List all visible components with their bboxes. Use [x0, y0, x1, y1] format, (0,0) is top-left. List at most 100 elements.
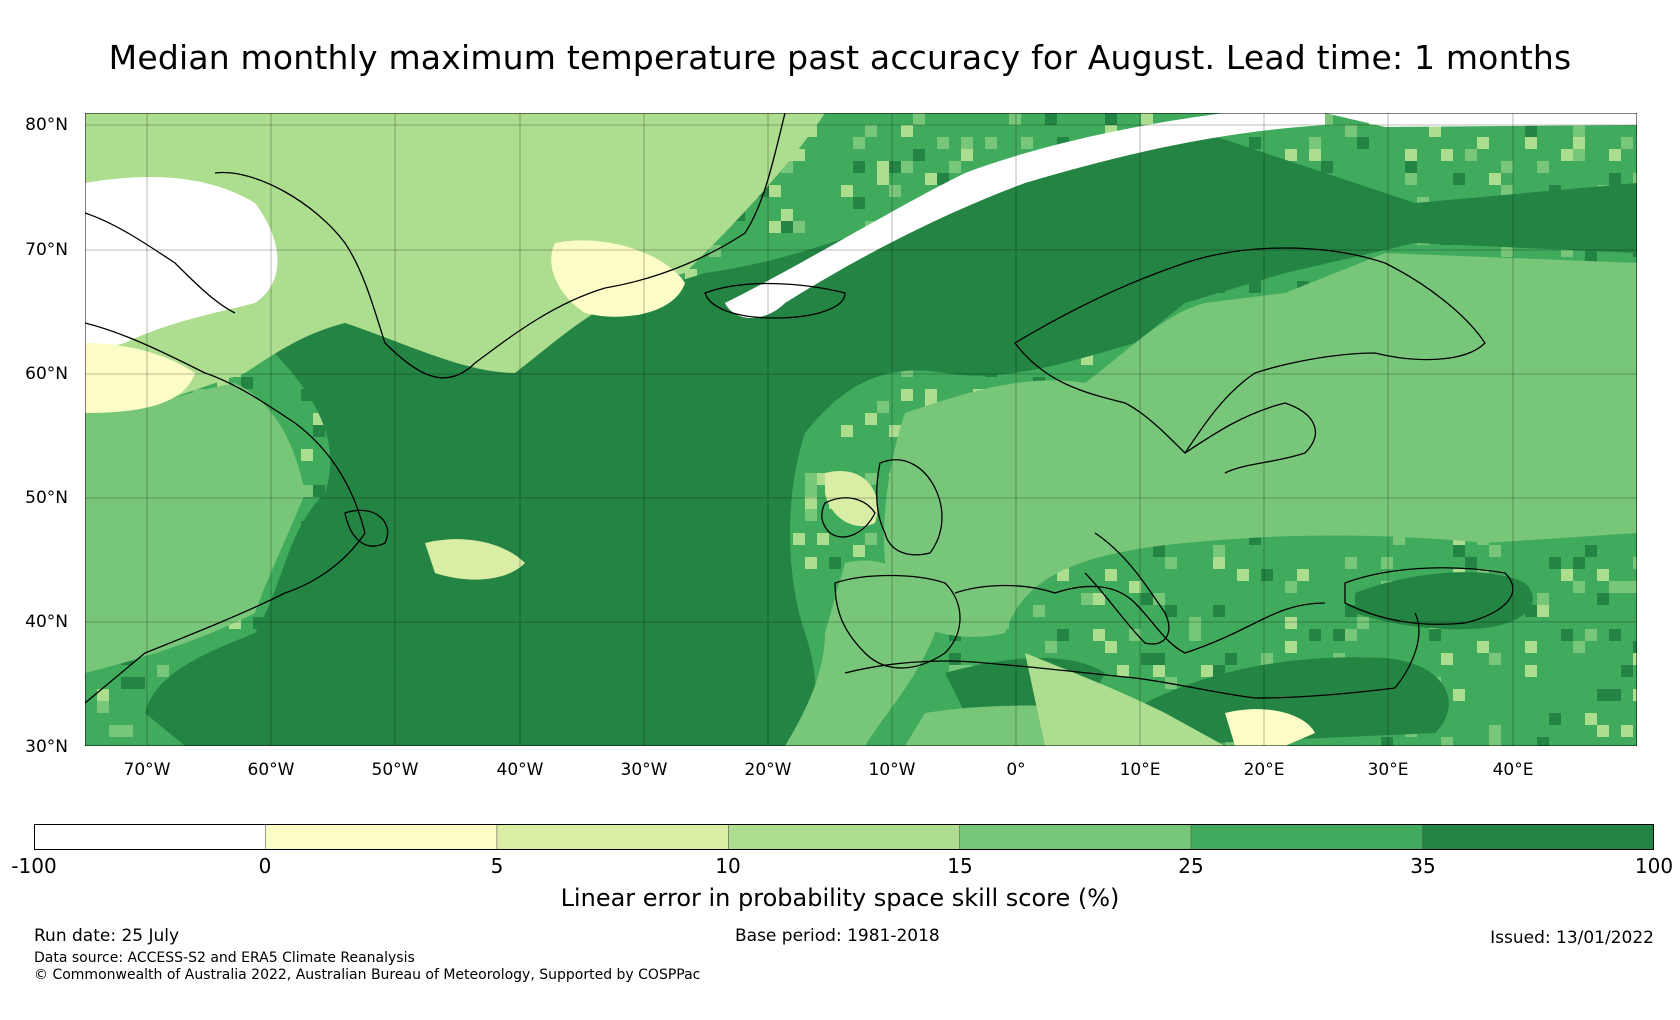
skill-cell [1525, 641, 1537, 653]
colorbar-tick: 10 [715, 854, 741, 878]
skill-cell [1153, 677, 1165, 689]
skill-cell [853, 545, 865, 557]
skill-cell [1633, 617, 1637, 629]
black-sea-coast [1344, 567, 1514, 625]
skill-cell [949, 161, 961, 173]
skill-cell [1189, 617, 1201, 629]
data-source: Data source: ACCESS-S2 and ERA5 Climate … [34, 950, 415, 966]
skill-cell [793, 533, 805, 545]
skill-cell [1489, 173, 1501, 185]
skill-cell [1441, 737, 1453, 746]
skill-cell [805, 497, 817, 509]
colorbar-tick: 15 [947, 854, 973, 878]
colorbar-label: Linear error in probability space skill … [560, 884, 1120, 912]
skill-cell [97, 689, 109, 701]
skill-cell [1537, 605, 1549, 617]
egypt-low-skill [1225, 709, 1315, 746]
skill-cell [1273, 581, 1285, 593]
colorbar-segment [1190, 824, 1424, 850]
skill-cell [1285, 149, 1297, 161]
skill-cell [1525, 125, 1537, 137]
lon-label-10w: 10°W [868, 760, 916, 780]
skill-cell [1321, 161, 1333, 173]
skill-cell [1261, 653, 1273, 665]
skill-cell [1357, 137, 1369, 149]
skill-cell [85, 701, 97, 713]
skill-cell [985, 137, 997, 149]
greenland-low-skill [551, 240, 685, 317]
skill-cell [313, 485, 325, 497]
north-africa-coast [844, 660, 1396, 699]
skill-cell [889, 425, 901, 437]
skill-cell [1609, 149, 1621, 161]
lon-label-0: 0° [1006, 760, 1026, 780]
skill-cell [1153, 653, 1165, 665]
lat-label-70n: 70°N [25, 240, 68, 260]
skill-cell [1105, 569, 1117, 581]
skill-cell [865, 125, 877, 137]
skill-cell [937, 137, 949, 149]
colorbar-tick: -100 [11, 854, 57, 878]
skill-cell [1573, 641, 1585, 653]
skill-cell [1309, 137, 1321, 149]
skill-cell [1501, 161, 1513, 173]
skill-cell [1237, 581, 1249, 593]
skill-cell [1441, 149, 1453, 161]
skill-cell [1153, 665, 1165, 677]
skill-cell [1573, 125, 1585, 137]
colorbar-tick: 0 [258, 854, 272, 878]
skill-cell [1225, 605, 1237, 617]
skill-cell [1357, 737, 1369, 746]
skill-cell [1285, 641, 1297, 653]
skill-cell [1345, 557, 1357, 569]
run-date: Run date: 25 July [34, 926, 180, 946]
colorbar-tick: 35 [1410, 854, 1436, 878]
skill-cell [1633, 641, 1637, 653]
skill-cell [1093, 593, 1105, 605]
skill-cell [901, 161, 913, 173]
skill-cell [1585, 629, 1597, 641]
skill-cell [805, 557, 817, 569]
skill-cell [1201, 665, 1213, 677]
lon-label-50w: 50°W [371, 760, 419, 780]
skill-cell [1573, 557, 1585, 569]
skill-cell [1573, 581, 1585, 593]
skill-cell [1453, 173, 1465, 185]
skill-score-map [84, 112, 1638, 747]
skill-cell [1633, 557, 1637, 569]
skill-cell [1381, 557, 1393, 569]
skill-cell [1621, 137, 1633, 149]
skill-cell [925, 173, 937, 185]
skill-cell [805, 509, 817, 521]
skill-cell [1249, 281, 1261, 293]
skill-cell [1525, 137, 1537, 149]
greenland-arctic-land [85, 113, 825, 433]
skill-cell [1585, 713, 1597, 725]
skill-cell [1177, 665, 1189, 677]
skill-cell [925, 389, 937, 401]
europe-land [884, 253, 1637, 637]
skill-cell [1213, 605, 1225, 617]
labrador-low-skill [85, 343, 195, 413]
skill-cell [781, 221, 793, 233]
skill-cell [1597, 689, 1609, 701]
lat-label-60n: 60°N [25, 364, 68, 384]
skill-cell [877, 173, 889, 185]
skill-cell [1621, 593, 1633, 605]
north-america-land [85, 383, 305, 673]
baltic-coast [1184, 402, 1316, 474]
skill-cell [1549, 557, 1561, 569]
skill-cell [841, 185, 853, 197]
skill-cell [1261, 569, 1273, 581]
lon-label-60w: 60°W [247, 760, 295, 780]
skill-cell [1597, 593, 1609, 605]
lat-label-40n: 40°N [25, 612, 68, 632]
skill-cell [1609, 173, 1621, 185]
skill-cell [121, 677, 133, 689]
skill-cell [829, 557, 841, 569]
skill-cell [1141, 113, 1153, 125]
skill-cell [1309, 533, 1321, 545]
skill-cell [1525, 665, 1537, 677]
skill-cell [1141, 653, 1153, 665]
mid-atlantic-patch [425, 539, 525, 580]
